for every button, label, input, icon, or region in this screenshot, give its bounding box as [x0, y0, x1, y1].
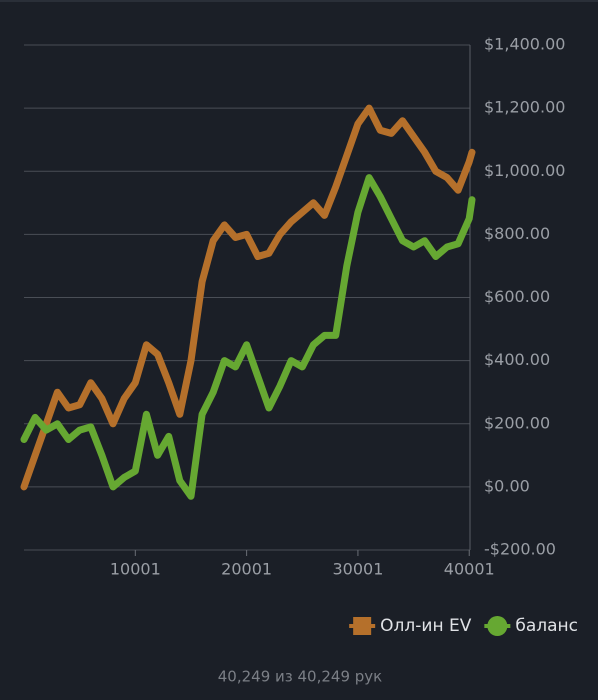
y-tick-label: $1,200.00: [484, 98, 565, 117]
legend-label[interactable]: Олл-ин EV: [380, 616, 472, 636]
legend-marker[interactable]: [487, 616, 508, 636]
y-tick-label: $1,400.00: [484, 35, 565, 54]
legend-label[interactable]: баланс: [515, 616, 578, 636]
y-tick-label: $400.00: [484, 350, 550, 369]
x-tick-label: 40001: [444, 560, 495, 579]
y-tick-label: $800.00: [484, 224, 550, 243]
x-tick-label: 20001: [221, 560, 272, 579]
legend-marker[interactable]: [353, 617, 372, 635]
y-tick-label: $0.00: [484, 476, 530, 495]
series-line: [20, 174, 476, 500]
footer: 40,249 из 40,249 рук: [218, 668, 382, 686]
y-tick-label: -$200.00: [484, 540, 556, 559]
y-tick-label: $1,000.00: [484, 161, 565, 180]
x-tick-label: 10001: [110, 560, 161, 579]
x-tick-label: 30001: [332, 560, 383, 579]
series-line: [20, 104, 476, 491]
y-tick-label: $200.00: [484, 413, 550, 432]
y-tick-label: $600.00: [484, 287, 550, 306]
